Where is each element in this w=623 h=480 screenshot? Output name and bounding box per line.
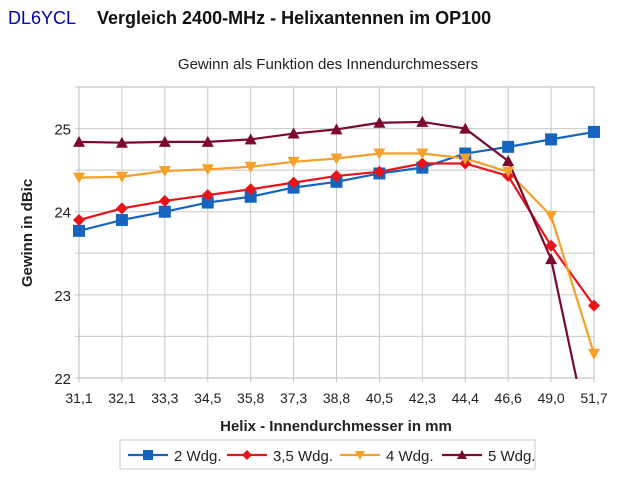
marker-diamond [115, 202, 128, 215]
marker-triangle-up [330, 123, 343, 135]
x-tick-label: 32,1 [108, 390, 135, 406]
marker-square [143, 450, 153, 460]
marker-square [244, 190, 257, 203]
marker-triangle-down [355, 451, 365, 460]
marker-diamond [201, 189, 214, 202]
x-tick-label: 34,5 [194, 390, 221, 406]
legend: 2 Wdg. 3,5 Wdg. 4 Wdg. 5 Wdg. [119, 439, 536, 470]
legend-label: 4 Wdg. [386, 448, 434, 465]
marker-triangle-up [158, 135, 171, 147]
marker-triangle-down [73, 172, 85, 184]
marker-triangle-down [373, 148, 386, 160]
chart-title: Gewinn als Funktion des Innendurchmesser… [178, 56, 478, 73]
x-tick-label: 46,6 [495, 390, 522, 406]
marker-triangle-up [73, 135, 85, 147]
x-tick-label: 31,1 [65, 390, 92, 406]
x-tick-label: 33,3 [151, 390, 178, 406]
marker-triangle-up [115, 136, 128, 148]
marker-triangle-up [287, 127, 300, 139]
marker-triangle-down [158, 165, 171, 177]
marker-diamond [588, 299, 600, 312]
marker-triangle-up [459, 122, 472, 134]
x-axis-ticks: 31,1 32,1 33,3 34,5 35,8 37,3 38,8 40,5 42,3 44,4… [65, 390, 607, 406]
marker-square [502, 140, 515, 153]
legend-label: 2 Wdg. [174, 448, 222, 465]
marker-diamond [545, 239, 558, 252]
marker-diamond [158, 194, 171, 207]
y-axis-ticks: 22 23 24 25 [54, 122, 71, 388]
marker-triangle-down [115, 171, 128, 183]
marker-triangle-down [588, 348, 600, 360]
x-tick-label: 37,3 [280, 390, 307, 406]
marker-triangle-down [330, 153, 343, 165]
marker-diamond [287, 176, 300, 189]
marker-triangle-up [201, 135, 214, 147]
marker-triangle-up [502, 154, 515, 166]
y-tick-label: 23 [54, 288, 71, 305]
x-axis-label: Helix - Innendurchmesser in mm [220, 418, 452, 435]
marker-triangle-down [545, 210, 558, 222]
marker-square [545, 133, 558, 146]
x-tick-label: 40,5 [366, 390, 393, 406]
marker-triangle-up [416, 115, 429, 127]
x-tick-label: 49,0 [537, 390, 564, 406]
marker-square [73, 224, 85, 237]
markers-group [73, 115, 600, 360]
legend-label: 3,5 Wdg. [273, 448, 333, 465]
marker-triangle-down [201, 164, 214, 176]
x-tick-label: 38,8 [323, 390, 350, 406]
marker-diamond [73, 214, 85, 227]
marker-triangle-down [287, 156, 300, 168]
y-tick-label: 22 [54, 371, 71, 388]
x-tick-label: 44,4 [452, 390, 479, 406]
marker-diamond [416, 157, 429, 170]
y-axis-label: Gewinn in dBic [19, 179, 36, 287]
marker-triangle-down [244, 161, 257, 173]
x-tick-label: 42,3 [409, 390, 436, 406]
marker-diamond [330, 169, 343, 182]
marker-square [115, 214, 128, 227]
x-tick-label: 51,7 [580, 390, 607, 406]
marker-triangle-up [244, 133, 257, 145]
marker-triangle-up [457, 450, 467, 459]
author-callsign: DL6YCL [8, 8, 77, 28]
marker-diamond [242, 450, 252, 460]
marker-triangle-up [373, 116, 386, 128]
marker-triangle-down [502, 166, 515, 178]
marker-triangle-down [459, 153, 472, 165]
marker-diamond [244, 183, 257, 196]
legend-label: 5 Wdg. [488, 448, 536, 465]
y-tick-label: 25 [54, 122, 71, 139]
marker-square [588, 125, 600, 138]
marker-triangle-up [545, 253, 558, 265]
page-title: Vergleich 2400-MHz - Helixantennen im OP… [97, 8, 492, 28]
y-tick-label: 24 [54, 205, 71, 222]
marker-square [158, 205, 171, 218]
marker-triangle-down [416, 148, 429, 160]
marker-diamond [373, 165, 386, 178]
marker-square [201, 196, 214, 209]
x-tick-label: 35,8 [237, 390, 264, 406]
